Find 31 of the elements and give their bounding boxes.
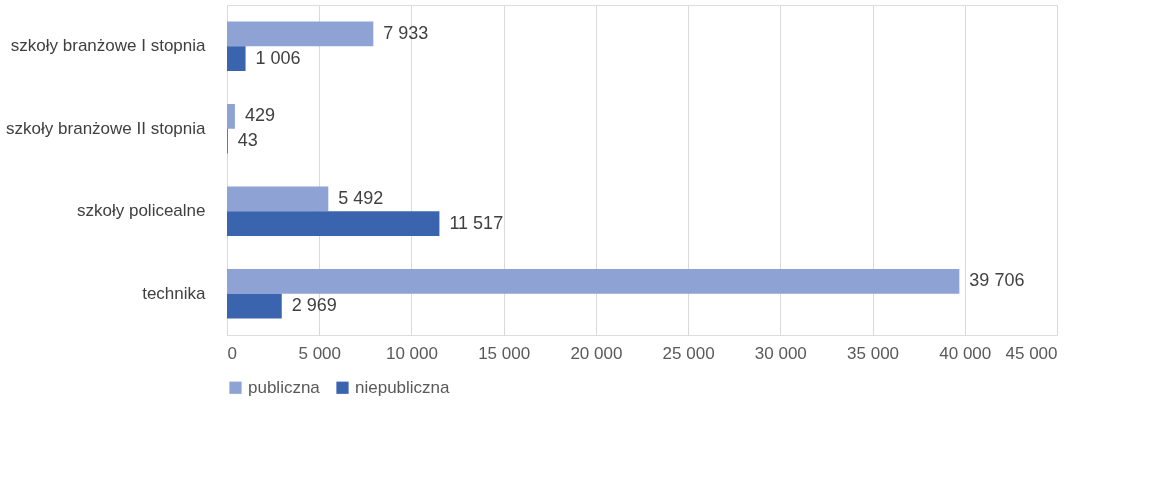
x-tick-label: 0 <box>227 343 237 363</box>
x-tick-label: 10 000 <box>385 343 438 363</box>
y-tick-label: szkoły policealne <box>76 201 206 221</box>
data-label: 2 969 <box>291 295 337 316</box>
x-tick-label: 15 000 <box>478 343 531 363</box>
x-tick-label: 35 000 <box>847 343 900 363</box>
legend-label: niepubliczna <box>355 377 451 397</box>
y-tick-label: szkoły branżowe II stopnia <box>6 118 207 138</box>
data-label: 429 <box>244 105 275 126</box>
x-tick-label: 5 000 <box>298 343 341 363</box>
data-label: 7 933 <box>383 22 429 43</box>
legend-label: publiczna <box>248 377 321 397</box>
bar <box>227 186 329 212</box>
bar <box>227 104 235 129</box>
x-tick-label: 25 000 <box>662 343 715 363</box>
x-tick-label: 40 000 <box>939 343 992 363</box>
y-tick-label: szkoły branżowe I stopnia <box>10 36 207 56</box>
bar <box>227 211 440 236</box>
data-label: 5 492 <box>338 187 384 208</box>
y-tick-label: technika <box>142 283 207 303</box>
data-label: 39 706 <box>969 270 1025 291</box>
data-label: 43 <box>237 130 258 151</box>
bar <box>227 21 374 47</box>
bar <box>227 293 282 319</box>
data-label: 1 006 <box>255 47 301 68</box>
data-label: 11 517 <box>449 212 504 233</box>
x-tick-label: 30 000 <box>754 343 807 363</box>
bar <box>227 269 960 294</box>
bar <box>227 46 246 71</box>
x-tick-label: 45 000 <box>1005 343 1058 363</box>
x-tick-label: 20 000 <box>570 343 623 363</box>
